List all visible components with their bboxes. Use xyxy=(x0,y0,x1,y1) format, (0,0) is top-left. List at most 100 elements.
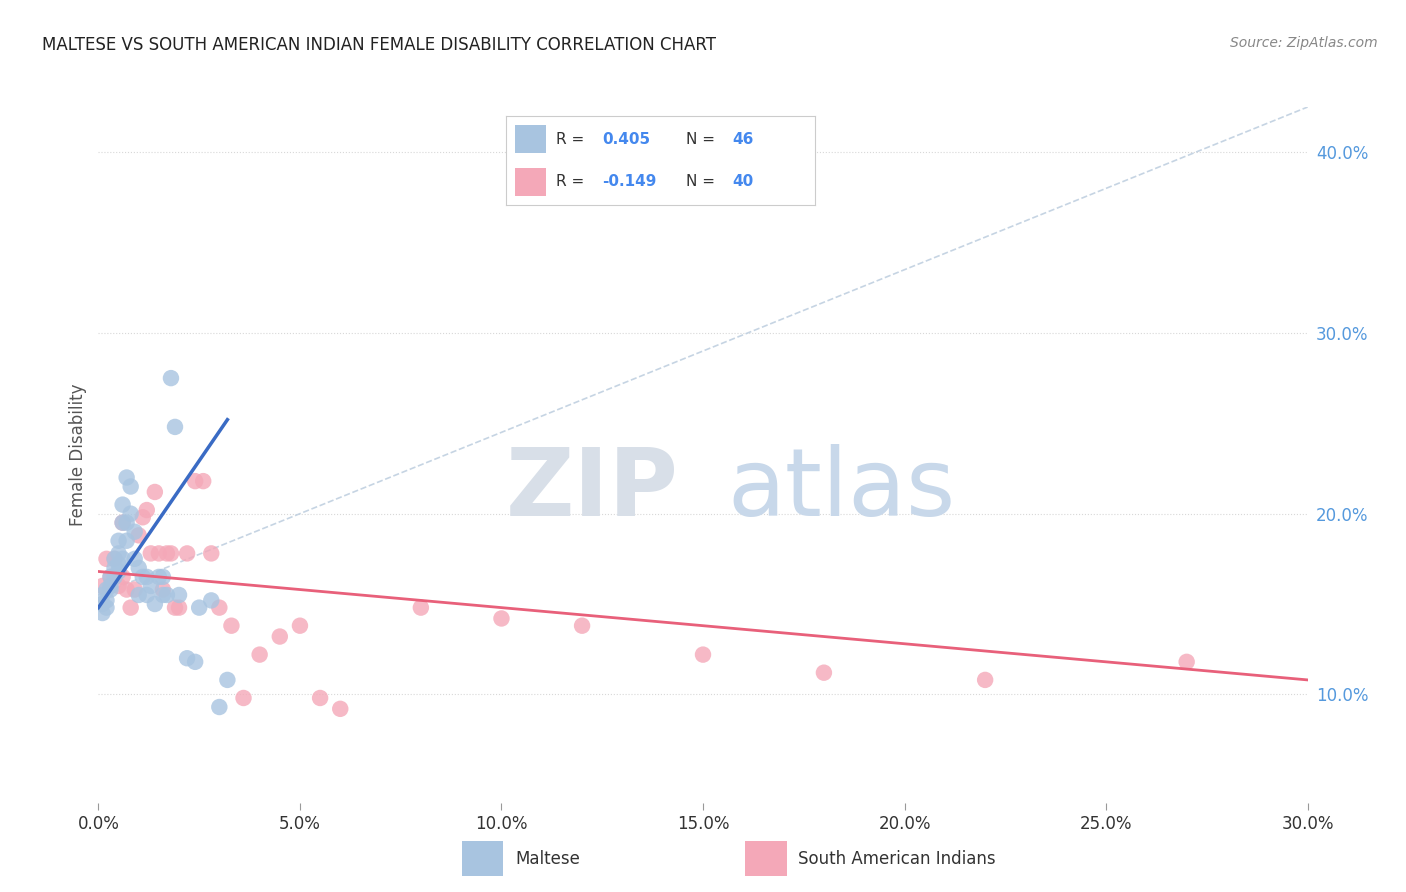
Point xyxy=(91,588,114,602)
Point xyxy=(1175,655,1198,669)
Point xyxy=(152,570,174,584)
Point xyxy=(135,588,157,602)
Point xyxy=(184,655,207,669)
Point xyxy=(91,579,114,593)
Point xyxy=(156,546,179,560)
Point xyxy=(200,546,222,560)
Point xyxy=(200,593,222,607)
Point xyxy=(111,516,134,530)
Point xyxy=(128,528,150,542)
Point xyxy=(124,551,146,566)
Point xyxy=(132,510,155,524)
Point xyxy=(309,690,332,705)
Point xyxy=(409,600,432,615)
Text: 46: 46 xyxy=(733,132,754,146)
Point xyxy=(124,524,146,539)
Text: 40: 40 xyxy=(733,175,754,189)
Point xyxy=(288,618,311,632)
Point xyxy=(208,600,231,615)
Text: MALTESE VS SOUTH AMERICAN INDIAN FEMALE DISABILITY CORRELATION CHART: MALTESE VS SOUTH AMERICAN INDIAN FEMALE … xyxy=(42,36,716,54)
Point xyxy=(96,593,118,607)
Point xyxy=(91,606,114,620)
Bar xyxy=(516,125,547,153)
Point xyxy=(152,588,174,602)
Point xyxy=(103,570,125,584)
Bar xyxy=(461,841,503,876)
Text: Maltese: Maltese xyxy=(515,849,579,868)
Text: ZIP: ZIP xyxy=(506,443,679,536)
Point xyxy=(148,570,170,584)
Point xyxy=(107,546,129,560)
Point xyxy=(115,533,138,548)
Point xyxy=(111,498,134,512)
Point xyxy=(148,546,170,560)
Point xyxy=(143,597,166,611)
Point xyxy=(96,582,118,597)
Point xyxy=(184,474,207,488)
Point xyxy=(188,600,211,615)
Point xyxy=(692,648,714,662)
Point xyxy=(100,570,122,584)
Text: N =: N = xyxy=(686,132,720,146)
Text: -0.149: -0.149 xyxy=(602,175,657,189)
Y-axis label: Female Disability: Female Disability xyxy=(69,384,87,526)
Point xyxy=(107,565,129,579)
Text: R =: R = xyxy=(555,132,589,146)
Point xyxy=(156,588,179,602)
Point xyxy=(249,648,271,662)
Point xyxy=(115,582,138,597)
Point xyxy=(813,665,835,680)
Point xyxy=(176,546,198,560)
Point xyxy=(100,582,122,597)
Point xyxy=(96,600,118,615)
Point xyxy=(115,470,138,484)
Point xyxy=(176,651,198,665)
Point xyxy=(135,503,157,517)
Point xyxy=(103,561,125,575)
Point xyxy=(107,558,129,572)
Point xyxy=(139,546,162,560)
Text: R =: R = xyxy=(555,175,589,189)
Point xyxy=(193,474,215,488)
Point xyxy=(167,600,190,615)
Point xyxy=(221,618,243,632)
Point xyxy=(329,702,352,716)
Text: 0.405: 0.405 xyxy=(602,132,650,146)
Point xyxy=(974,673,997,687)
Point xyxy=(163,420,186,434)
Point xyxy=(103,551,125,566)
Point xyxy=(103,551,125,566)
Point xyxy=(132,570,155,584)
Point xyxy=(135,570,157,584)
Bar xyxy=(516,168,547,196)
Point xyxy=(111,551,134,566)
Point xyxy=(96,551,118,566)
Point xyxy=(571,618,593,632)
Point xyxy=(152,582,174,597)
Point xyxy=(124,582,146,597)
Text: atlas: atlas xyxy=(727,443,956,536)
Point xyxy=(120,600,142,615)
Point xyxy=(491,611,513,625)
Point xyxy=(163,600,186,615)
Point xyxy=(111,516,134,530)
Point xyxy=(120,479,142,493)
Point xyxy=(167,588,190,602)
Point xyxy=(128,561,150,575)
Point xyxy=(143,485,166,500)
Point xyxy=(160,546,183,560)
Point xyxy=(100,570,122,584)
Point xyxy=(107,533,129,548)
Point xyxy=(91,597,114,611)
Point xyxy=(217,673,239,687)
Text: Source: ZipAtlas.com: Source: ZipAtlas.com xyxy=(1230,36,1378,50)
Point xyxy=(100,579,122,593)
Point xyxy=(111,570,134,584)
Point xyxy=(120,507,142,521)
Point xyxy=(160,371,183,385)
Point xyxy=(208,700,231,714)
Point xyxy=(107,579,129,593)
Point xyxy=(232,690,254,705)
Text: N =: N = xyxy=(686,175,720,189)
Point xyxy=(115,516,138,530)
